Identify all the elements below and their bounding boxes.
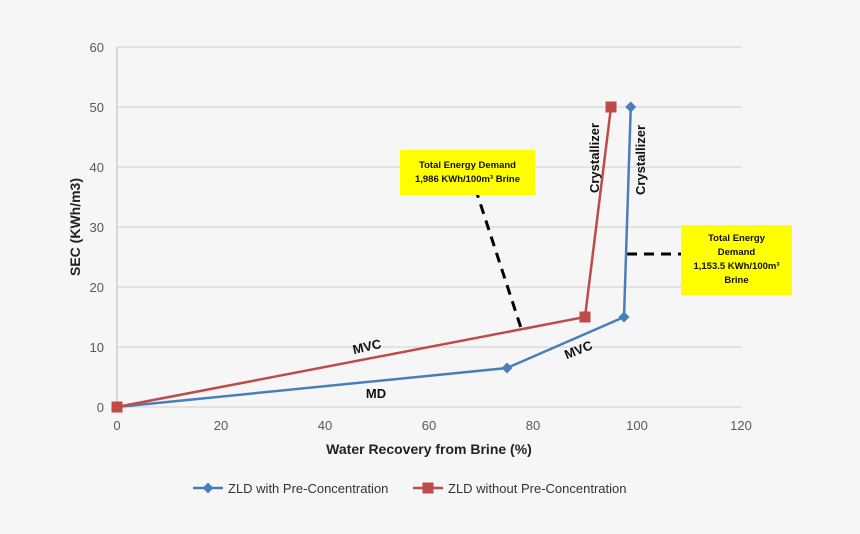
series-line-0 (116, 106, 633, 409)
y-tick-label: 10 (90, 340, 104, 355)
y-tick-label: 0 (97, 400, 104, 415)
x-axis-label: Water Recovery from Brine (%) (326, 441, 532, 457)
box1-line1: Total Energy Demand (419, 159, 516, 171)
box2-line2: Demand (717, 247, 756, 259)
dashed-leader-1 (468, 171, 523, 329)
x-tick-label: 20 (214, 418, 228, 433)
legend-marker (202, 482, 214, 494)
data-point (605, 101, 617, 113)
legend-label: ZLD without Pre-Concentration (448, 481, 626, 496)
data-point (501, 362, 513, 374)
label-crystallizer-red: Crystallizer (587, 123, 602, 193)
y-tick-label: 40 (90, 160, 104, 175)
data-point (579, 311, 591, 323)
x-tick-label: 40 (318, 418, 332, 433)
y-tick-label: 20 (90, 280, 104, 295)
annotation-box-2: Total Energy Demand 1,153.5 KWh/100m³ Br… (681, 225, 792, 295)
annotation-box-1: Total Energy Demand 1,986 KWh/100m³ Brin… (400, 150, 535, 195)
box2-line1: Total Energy (708, 233, 765, 245)
label-crystallizer-blue: Crystallizer (633, 125, 648, 195)
box2-line4: Brine (724, 274, 749, 286)
y-tick-label: 60 (90, 40, 104, 55)
x-tick-label: 80 (526, 418, 540, 433)
x-tick-label: 100 (626, 418, 648, 433)
series-line-1 (116, 106, 613, 409)
x-tick-label: 120 (730, 418, 752, 433)
x-tick-label: 0 (113, 418, 120, 433)
box2-line3: 1,153.5 KWh/100m³ (693, 261, 780, 272)
label-md: MD (366, 386, 386, 401)
data-point (111, 401, 123, 413)
x-tick-label: 60 (422, 418, 436, 433)
y-tick-label: 50 (90, 100, 104, 115)
label-mvc-red: MVC (351, 336, 383, 357)
data-point (618, 311, 630, 323)
y-tick-label: 30 (90, 220, 104, 235)
box1-line2: 1,986 KWh/100m³ Brine (414, 173, 521, 185)
legend-marker (422, 482, 434, 494)
data-point (625, 101, 637, 113)
legend-label: ZLD with Pre-Concentration (228, 481, 388, 496)
y-axis-label: SEC (KWh/m3) (67, 178, 83, 276)
